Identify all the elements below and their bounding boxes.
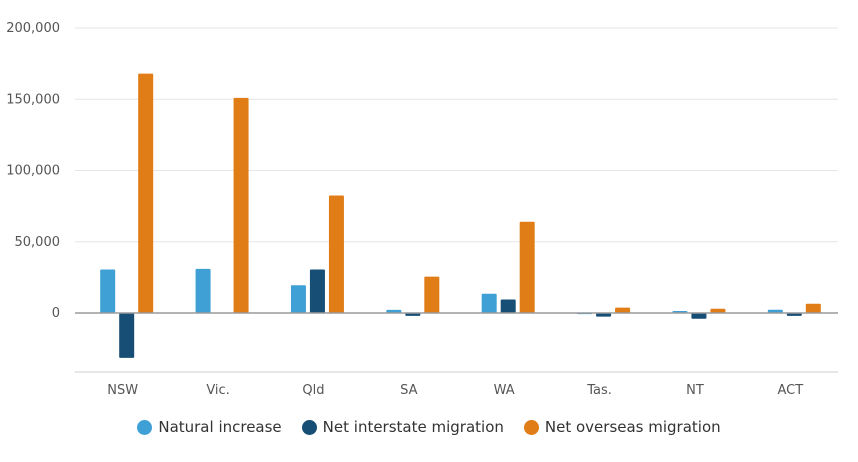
bar bbox=[233, 97, 249, 313]
legend-swatch bbox=[523, 419, 539, 435]
bar bbox=[424, 276, 440, 313]
chart-plot: 200,000 150,000 100,000 50,000 0 NSW Vic. Qld SA… bbox=[6, 21, 838, 398]
legend-item-net-overseas-migration[interactable]: Net overseas migration bbox=[523, 418, 721, 436]
bar bbox=[596, 313, 612, 317]
legend-item-net-interstate-migration[interactable]: Net interstate migration bbox=[301, 418, 504, 436]
bar bbox=[710, 308, 726, 313]
y-tick-label: 150,000 bbox=[6, 92, 60, 107]
bar bbox=[481, 293, 497, 313]
legend-label: Net interstate migration bbox=[322, 418, 504, 436]
bar bbox=[290, 285, 306, 313]
bar bbox=[100, 269, 116, 313]
x-tick-label: Qld bbox=[302, 383, 324, 398]
legend: Natural increase Net interstate migratio… bbox=[0, 418, 858, 436]
x-tick-label: ACT bbox=[777, 383, 803, 398]
y-tick-label: 0 bbox=[52, 306, 60, 321]
x-tick-label: WA bbox=[494, 383, 515, 398]
legend-swatch bbox=[137, 419, 153, 435]
y-tick-label: 50,000 bbox=[15, 235, 61, 250]
y-tick-label: 100,000 bbox=[6, 164, 60, 179]
bar bbox=[519, 221, 535, 313]
bar bbox=[805, 303, 821, 313]
x-tick-label: Vic. bbox=[206, 383, 230, 398]
bar bbox=[195, 268, 211, 313]
bar bbox=[767, 309, 783, 313]
legend-label: Natural increase bbox=[158, 418, 282, 436]
x-tick-label: Tas. bbox=[586, 383, 612, 398]
bar bbox=[309, 269, 325, 313]
bar bbox=[119, 313, 135, 358]
bar bbox=[500, 299, 516, 313]
x-tick-label: SA bbox=[400, 383, 417, 398]
x-tick-label: NT bbox=[686, 383, 704, 398]
legend-swatch bbox=[301, 419, 317, 435]
legend-label: Net overseas migration bbox=[544, 418, 721, 436]
x-tick-label: NSW bbox=[107, 383, 138, 398]
legend-item-natural-increase[interactable]: Natural increase bbox=[137, 418, 282, 436]
bar bbox=[328, 195, 344, 313]
bar bbox=[138, 73, 154, 313]
bar bbox=[615, 307, 631, 313]
bar bbox=[386, 309, 402, 313]
y-tick-label: 200,000 bbox=[6, 21, 60, 36]
bar bbox=[691, 313, 707, 319]
